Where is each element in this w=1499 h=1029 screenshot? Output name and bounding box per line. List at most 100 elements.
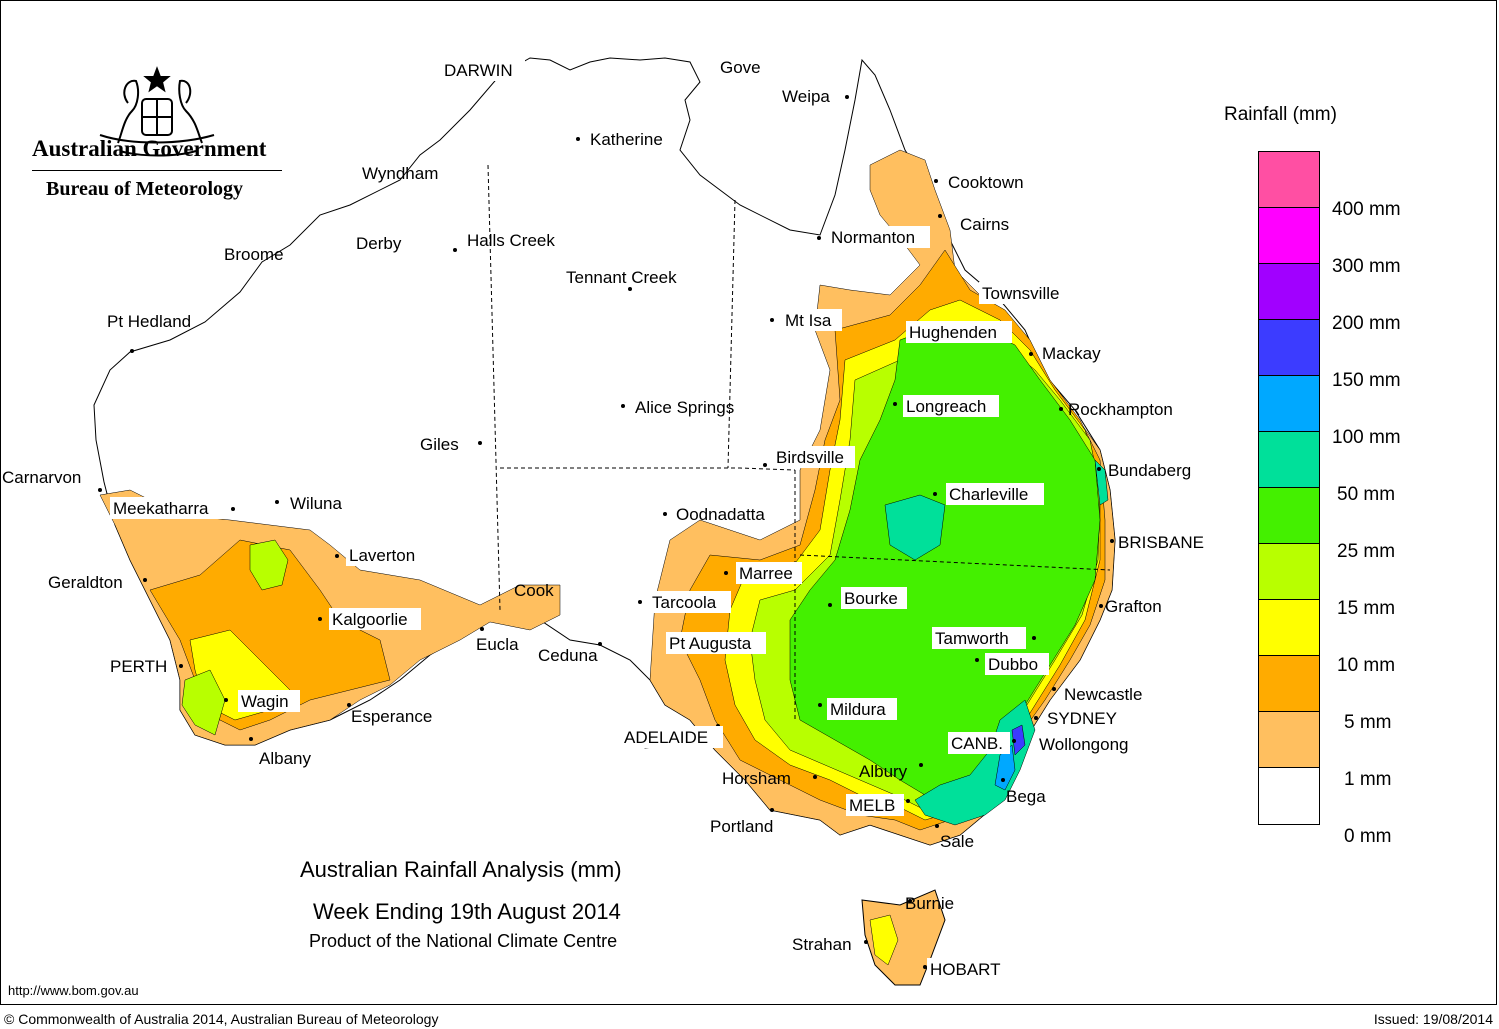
place-tarcoola: Tarcoola bbox=[638, 591, 731, 613]
place-longreach: Longreach bbox=[893, 395, 999, 417]
legend-label: 15 mm bbox=[1337, 598, 1396, 619]
place-weipa: Weipa bbox=[782, 87, 849, 106]
label-mt-isa: Mt Isa bbox=[785, 311, 832, 330]
place-wagin: Wagin bbox=[224, 690, 300, 712]
place-albany: Albany bbox=[249, 737, 311, 768]
place-townsville: Townsville bbox=[979, 282, 1073, 304]
label-laverton: Laverton bbox=[349, 546, 415, 565]
bureau-title: Bureau of Meteorology bbox=[46, 178, 244, 200]
rain-area-50mm-qld-coast bbox=[1094, 459, 1109, 506]
place-alice-springs: Alice Springs bbox=[621, 398, 734, 417]
place-meekatharra: Meekatharra bbox=[110, 497, 235, 519]
label-albury: Albury bbox=[859, 762, 908, 781]
place-rockhampton: Rockhampton bbox=[1059, 400, 1173, 419]
label-hughenden: Hughenden bbox=[909, 323, 997, 342]
legend-label: 300 mm bbox=[1332, 256, 1401, 277]
place-esperance: Esperance bbox=[347, 703, 432, 726]
place-carnarvon: Carnarvon bbox=[2, 468, 102, 492]
label-ceduna: Ceduna bbox=[538, 646, 598, 665]
label-alice-springs: Alice Springs bbox=[635, 398, 734, 417]
legend-swatch bbox=[1259, 656, 1319, 712]
label-carnarvon: Carnarvon bbox=[2, 468, 81, 487]
place-geraldton: Geraldton bbox=[48, 573, 147, 592]
place-birdsville: Birdsville bbox=[763, 446, 855, 468]
org-divider bbox=[32, 170, 282, 171]
label-burnie: Burnie bbox=[905, 894, 954, 913]
rain-area-150mm-wollongong bbox=[1011, 724, 1026, 756]
label-katherine: Katherine bbox=[590, 130, 663, 149]
state-borders bbox=[487, 164, 1111, 720]
place-brisbane: BRISBANE bbox=[1110, 533, 1204, 552]
rain-area-50mm-charleville bbox=[884, 494, 946, 561]
coat-of-arms-logo bbox=[99, 66, 215, 157]
label-dubbo: Dubbo bbox=[988, 655, 1038, 674]
label-perth: PERTH bbox=[110, 657, 167, 676]
label-bega: Bega bbox=[1006, 787, 1046, 806]
label-pt-hedland: Pt Hedland bbox=[107, 312, 191, 331]
place-wyndham: Wyndham bbox=[362, 164, 438, 183]
place-bega: Bega bbox=[1001, 778, 1046, 806]
label-adelaide: ADELAIDE bbox=[624, 728, 708, 747]
org-title: Australian Government bbox=[32, 136, 267, 161]
bom-url-link[interactable]: http://www.bom.gov.au bbox=[8, 983, 139, 998]
place-ceduna: Ceduna bbox=[538, 642, 602, 665]
label-eucla: Eucla bbox=[476, 635, 519, 654]
label-sale: Sale bbox=[940, 832, 974, 851]
place-perth: PERTH bbox=[110, 657, 183, 676]
label-oodnadatta: Oodnadatta bbox=[676, 505, 765, 524]
place-marree: Marree bbox=[724, 562, 802, 584]
legend-swatch bbox=[1259, 320, 1319, 376]
rain-area-10mm-tas bbox=[869, 914, 899, 966]
label-portland: Portland bbox=[710, 817, 773, 836]
place-kalgoorlie: Kalgoorlie bbox=[318, 608, 421, 630]
label-giles: Giles bbox=[420, 435, 459, 454]
place-newcastle: Newcastle bbox=[1052, 685, 1142, 704]
place-tamworth: Tamworth bbox=[932, 627, 1036, 649]
label-birdsville: Birdsville bbox=[776, 448, 844, 467]
place-pt-hedland: Pt Hedland bbox=[107, 312, 191, 353]
legend-color-bar bbox=[1258, 151, 1320, 825]
label-pt-augusta: Pt Augusta bbox=[669, 634, 752, 653]
legend-swatch bbox=[1259, 376, 1319, 432]
label-esperance: Esperance bbox=[351, 707, 432, 726]
label-mackay: Mackay bbox=[1042, 344, 1101, 363]
label-wiluna: Wiluna bbox=[290, 494, 343, 513]
label-melbourne: MELB bbox=[849, 796, 895, 815]
label-geraldton: Geraldton bbox=[48, 573, 123, 592]
label-newcastle: Newcastle bbox=[1064, 685, 1142, 704]
place-hughenden: Hughenden bbox=[906, 321, 1012, 343]
place-melbourne: MELB bbox=[846, 794, 910, 816]
label-broome: Broome bbox=[224, 245, 284, 264]
place-derby: Derby bbox=[356, 234, 402, 253]
label-derby: Derby bbox=[356, 234, 402, 253]
label-strahan: Strahan bbox=[792, 935, 852, 954]
place-wiluna: Wiluna bbox=[275, 494, 343, 513]
rainfall-map bbox=[93, 57, 1116, 986]
place-dubbo: Dubbo bbox=[975, 653, 1049, 675]
label-charleville: Charleville bbox=[949, 485, 1028, 504]
place-pt-augusta: Pt Augusta bbox=[666, 632, 766, 654]
place-horsham: Horsham bbox=[722, 769, 817, 788]
label-sydney: SYDNEY bbox=[1047, 709, 1117, 728]
label-tamworth: Tamworth bbox=[935, 629, 1009, 648]
rain-area-25mm-wa-kalgoorlie bbox=[249, 539, 289, 591]
legend-swatch bbox=[1259, 712, 1319, 768]
place-strahan: Strahan bbox=[792, 935, 868, 954]
label-canberra: CANB. bbox=[951, 734, 1003, 753]
label-gove: Gove bbox=[720, 58, 761, 77]
place-canberra: CANB. bbox=[948, 732, 1016, 754]
place-cairns: Cairns bbox=[938, 214, 1009, 234]
label-meekatharra: Meekatharra bbox=[113, 499, 209, 518]
place-charleville: Charleville bbox=[933, 483, 1044, 505]
label-wyndham: Wyndham bbox=[362, 164, 438, 183]
label-normanton: Normanton bbox=[831, 228, 915, 247]
legend-swatch bbox=[1259, 432, 1319, 488]
place-sydney: SYDNEY bbox=[1034, 709, 1117, 728]
place-halls-creek: Halls Creek bbox=[453, 231, 555, 252]
legend-label: 100 mm bbox=[1332, 427, 1401, 448]
legend-label: 10 mm bbox=[1337, 655, 1396, 676]
place-burnie: Burnie bbox=[905, 894, 954, 913]
place-eucla: Eucla bbox=[476, 627, 519, 654]
rain-area-50mm-coast bbox=[914, 699, 1036, 826]
legend-swatch bbox=[1259, 544, 1319, 600]
